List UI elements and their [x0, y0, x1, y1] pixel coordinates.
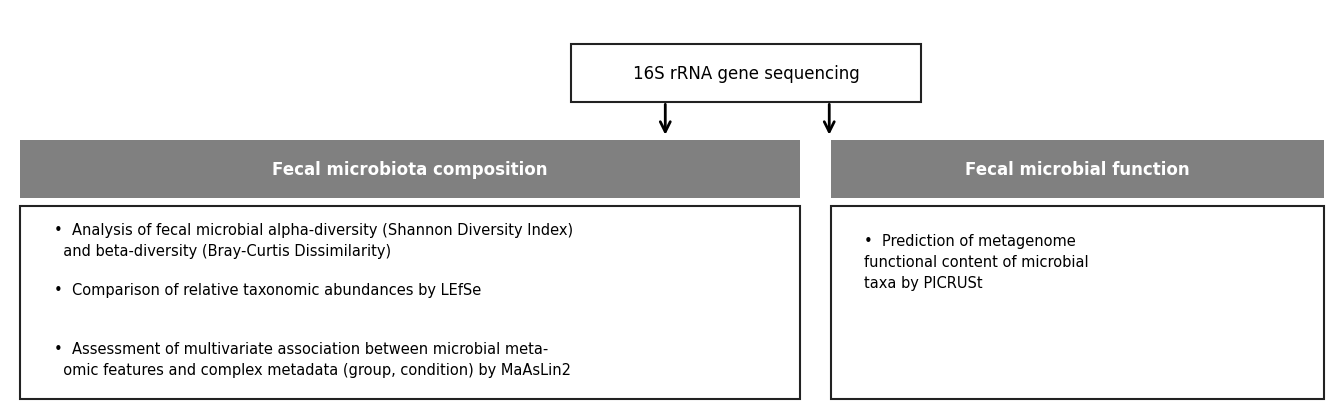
Text: •  Analysis of fecal microbial alpha-diversity (Shannon Diversity Index)
  and b: • Analysis of fecal microbial alpha-dive… — [54, 223, 573, 259]
Bar — [20, 207, 800, 399]
Text: •  Prediction of metagenome
functional content of microbial
taxa by PICRUSt: • Prediction of metagenome functional co… — [864, 233, 1089, 290]
Text: Fecal microbiota composition: Fecal microbiota composition — [273, 161, 547, 179]
Text: •  Comparison of relative taxonomic abundances by LEfSe: • Comparison of relative taxonomic abund… — [54, 282, 481, 297]
Bar — [20, 141, 800, 198]
Bar — [831, 207, 1324, 399]
Text: Fecal microbial function: Fecal microbial function — [965, 161, 1189, 179]
Text: •  Assessment of multivariate association between microbial meta-
  omic feature: • Assessment of multivariate association… — [54, 342, 571, 378]
Bar — [571, 45, 921, 102]
Text: 16S rRNA gene sequencing: 16S rRNA gene sequencing — [633, 65, 859, 83]
Bar — [831, 141, 1324, 198]
